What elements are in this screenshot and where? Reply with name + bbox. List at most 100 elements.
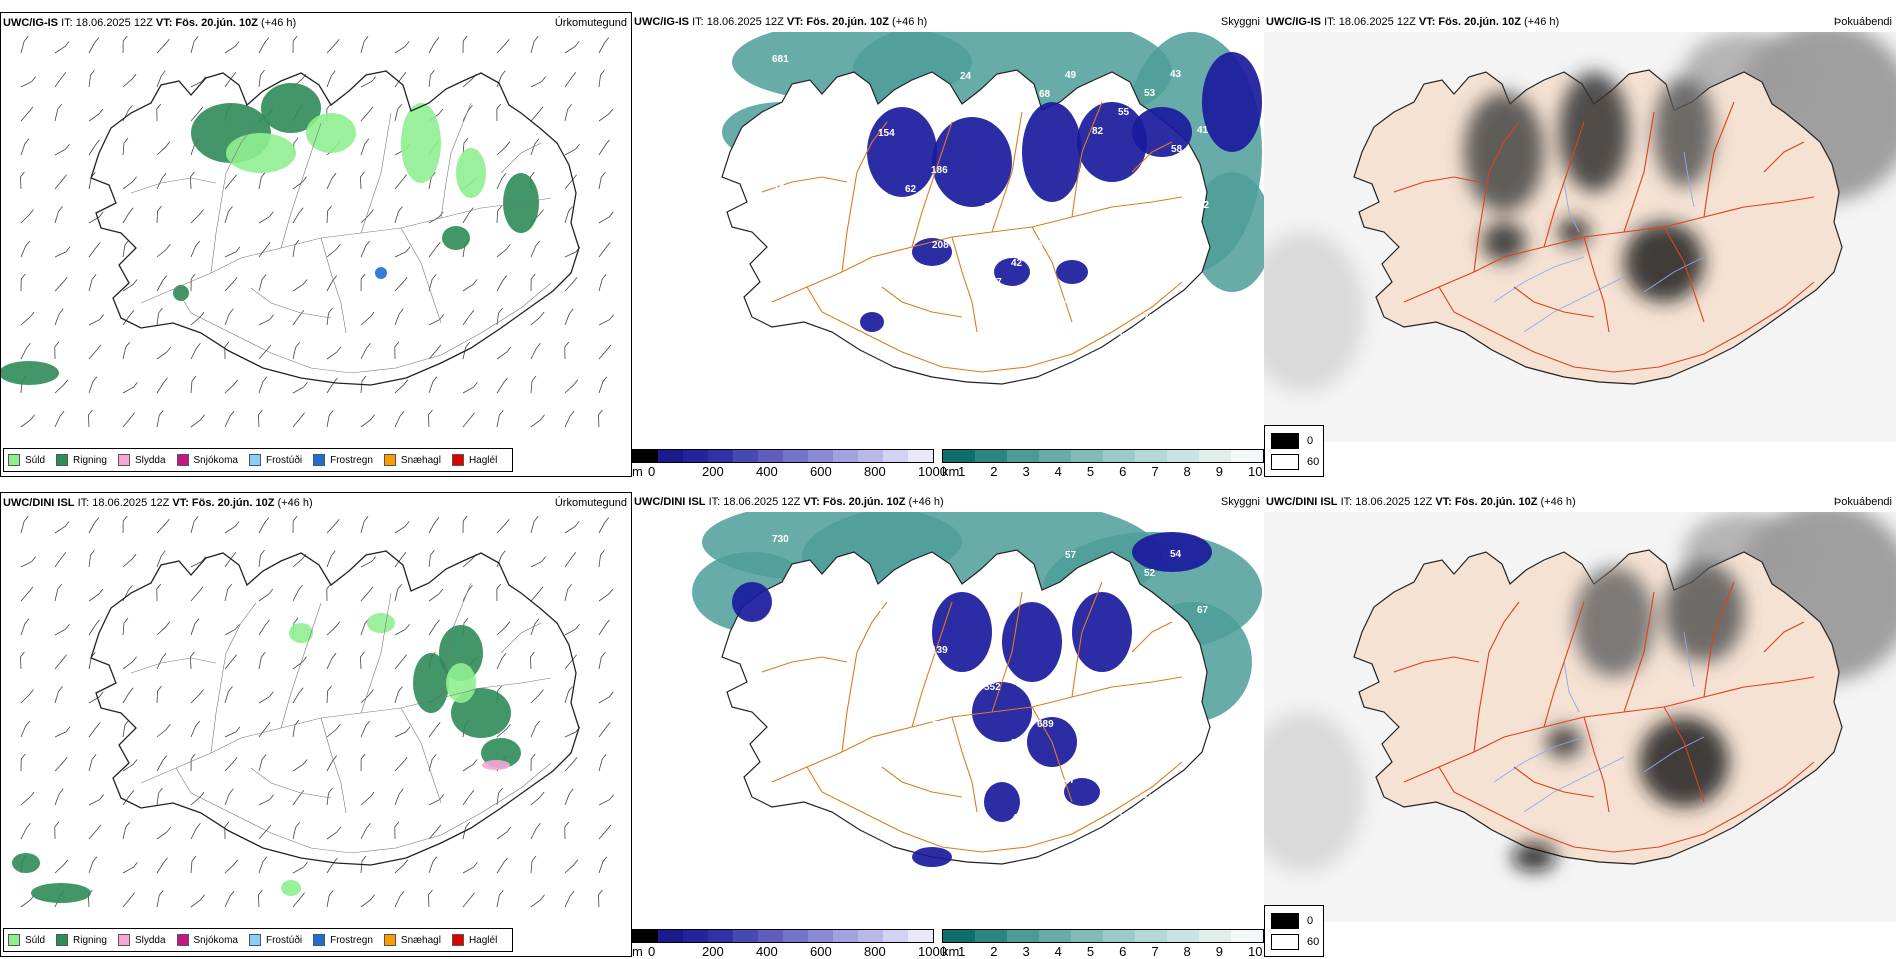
ceiling-value: 58	[1011, 738, 1023, 749]
colorbar-unit: km	[942, 944, 960, 959]
wind-barb	[20, 209, 34, 224]
wind-barb	[326, 685, 332, 704]
roads	[1393, 581, 1815, 853]
legend-label: 60	[1307, 456, 1320, 468]
colorbar-tick: 600	[810, 944, 832, 959]
road	[500, 142, 542, 174]
road	[1513, 286, 1595, 318]
ceiling-value: 72	[1145, 163, 1157, 174]
fog-legend: 0 60	[1264, 425, 1324, 477]
wind-barb	[156, 70, 166, 88]
wind-barb	[496, 172, 507, 190]
wind-barb	[292, 342, 301, 360]
road	[1131, 621, 1173, 653]
colorbar-cell	[1231, 450, 1263, 462]
ceiling-value: 68	[1039, 89, 1051, 100]
wind-barb	[19, 651, 25, 670]
road	[991, 591, 1023, 713]
colorbar-tick: 800	[864, 464, 886, 479]
legend-label: Snjókoma	[193, 934, 238, 946]
wind-barb	[190, 209, 204, 224]
swatch	[1271, 433, 1299, 449]
ceiling-value: 99	[1118, 587, 1130, 598]
road	[1393, 656, 1480, 673]
precip-legend: Súld Rigning Slydda Snjókoma Frostúði Fr…	[3, 928, 514, 952]
wind-barb	[326, 275, 338, 292]
ceiling-numbers: 681 119 154 186 83 80 99 78 89 85 43 62 58 42 37 37 43 44…	[772, 54, 1210, 363]
fog-legend-item: 60	[1271, 934, 1319, 950]
wind-barb	[224, 584, 233, 602]
road	[1623, 111, 1655, 233]
ceiling-value: 58	[958, 221, 970, 232]
wind-barb	[564, 686, 573, 704]
wind-barb	[224, 756, 238, 772]
wind-barb	[428, 754, 437, 772]
fog-area	[1559, 72, 1629, 192]
ceiling-value: 52	[1144, 568, 1156, 579]
precip-areas	[12, 613, 521, 903]
wind-barb	[190, 375, 197, 394]
wind-barb	[564, 206, 573, 224]
ceiling-value: 71	[827, 218, 839, 229]
legend-label: Slydda	[134, 934, 166, 946]
colorbar-tick: 200	[702, 944, 724, 959]
wind-barb	[292, 176, 307, 190]
ceiling-value: 83	[984, 202, 996, 213]
valid-time: VT: Fös. 20.jún. 10Z	[1418, 16, 1521, 28]
wind-barb	[156, 583, 162, 602]
wind-barb	[462, 789, 475, 806]
colorbar-tick: 8	[1183, 944, 1191, 959]
wind-barb	[122, 861, 138, 874]
fog-panel-row1: UWC/IG-IS IT: 18.06.2025 12Z VT: Fös. 20…	[1264, 12, 1896, 477]
wind-barb	[88, 517, 100, 534]
wind-barb	[292, 892, 305, 908]
wind-barb	[88, 722, 101, 738]
road	[1031, 226, 1073, 323]
ceiling-value: 46	[905, 664, 917, 675]
wind-barb	[598, 754, 607, 772]
wind-barb	[224, 276, 238, 292]
river	[1493, 736, 1585, 783]
wind-barb	[190, 76, 207, 88]
ceiling-value: 60	[907, 334, 919, 345]
road	[140, 677, 552, 784]
wind-barb	[54, 623, 70, 636]
road	[1663, 226, 1705, 323]
wind-barb	[88, 588, 104, 602]
colorbar-cell	[683, 450, 708, 462]
legend-label: Haglél	[468, 454, 498, 466]
colorbar-cell	[1167, 450, 1199, 462]
ceiling-value: 154	[878, 128, 895, 139]
wind-barb	[156, 346, 172, 360]
valid-time: VT: Fös. 20.jún. 10Z	[786, 16, 889, 28]
ceiling-numbers: 730 112 197 139 552 689 59 53 41 59 45 46 50 58 47 39 54…	[772, 534, 1209, 842]
wind-barb	[87, 409, 93, 428]
wind-barb	[360, 720, 371, 738]
colorbar-cell	[708, 450, 733, 462]
wind-barb	[20, 791, 35, 806]
panel-header: UWC/DINI ISL IT: 18.06.2025 12Z VT: Fös.…	[632, 492, 1264, 512]
colorbar-tick: 2	[990, 464, 998, 479]
ceiling-area	[994, 258, 1030, 286]
wind-barb	[54, 821, 60, 840]
ceiling-area	[984, 782, 1020, 822]
wind-barb	[326, 787, 333, 806]
wind-barb	[122, 279, 138, 292]
issue-time: IT: 18.06.2025 12Z	[1324, 16, 1416, 28]
wind-barb	[530, 753, 536, 772]
fog-area	[1546, 726, 1582, 758]
river	[1523, 276, 1625, 333]
wind-barb	[156, 685, 162, 704]
wind-barbs	[19, 515, 615, 908]
wind-barb	[394, 379, 409, 394]
panel-header: UWC/IG-IS IT: 18.06.2025 12Z VT: Fös. 20…	[1, 13, 631, 33]
wind-barb	[54, 341, 60, 360]
colorbar-cell	[633, 450, 658, 462]
road	[1703, 101, 1735, 218]
wind-barb	[564, 821, 570, 840]
road	[841, 121, 888, 273]
ceiling-area	[1072, 592, 1132, 672]
wind-barb	[156, 307, 163, 326]
ceiling-value: 112	[825, 571, 842, 582]
road	[1583, 716, 1610, 813]
